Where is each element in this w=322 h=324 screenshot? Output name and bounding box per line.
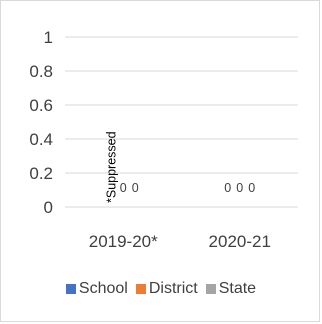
- data-label: 0: [224, 181, 231, 195]
- data-label: 0: [120, 181, 127, 195]
- x-tick-label: 2020-21: [209, 232, 271, 251]
- legend: School District State: [0, 280, 322, 298]
- y-tick-label: 0.2: [29, 164, 53, 183]
- y-tick-label: 0.8: [29, 62, 53, 81]
- y-axis: 0 0.2 0.4 0.6 0.8 1: [29, 28, 53, 217]
- legend-swatch: [205, 284, 216, 294]
- y-tick-label: 0.6: [29, 96, 53, 115]
- suppressed-label: *Suppressed: [104, 131, 118, 203]
- y-tick-label: 0.4: [29, 130, 53, 149]
- legend-label: State: [218, 280, 257, 297]
- gridlines: [65, 36, 298, 208]
- data-label: 0: [236, 181, 243, 195]
- legend-label: District: [148, 280, 198, 297]
- data-label: 0: [248, 181, 255, 195]
- y-tick-label: 1: [44, 28, 53, 47]
- legend-label: School: [78, 280, 128, 297]
- x-axis: 2019-20* 2020-21: [89, 232, 271, 251]
- legend-item: District: [135, 280, 198, 298]
- data-label: 0: [132, 181, 139, 195]
- legend-swatch: [65, 284, 76, 294]
- legend-item: School: [65, 280, 128, 298]
- legend-swatch: [135, 284, 146, 294]
- data-labels: *Suppressed 0 0 0 0 0: [104, 131, 255, 203]
- y-tick-label: 0: [44, 198, 53, 217]
- legend-item: State: [205, 280, 257, 298]
- x-tick-label: 2019-20*: [89, 232, 158, 251]
